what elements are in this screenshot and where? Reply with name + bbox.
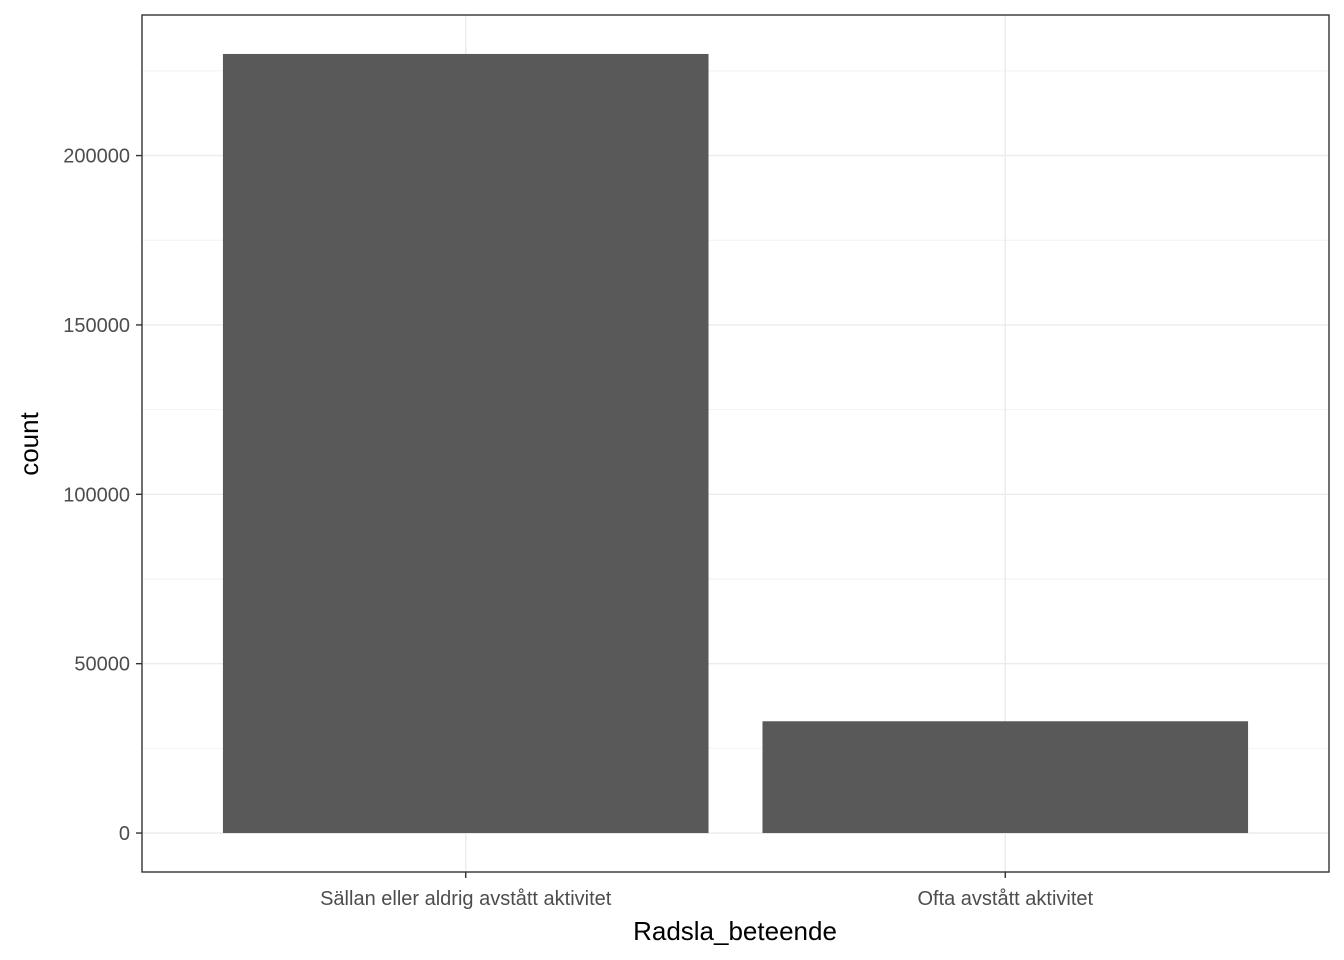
y-tick-label: 0 [119, 823, 130, 845]
x-axis-title: Radsla_beteende [633, 916, 837, 946]
y-tick-label: 50000 [74, 654, 130, 676]
y-tick-label: 150000 [63, 315, 130, 337]
y-tick-label: 100000 [63, 484, 130, 506]
bar [222, 53, 709, 834]
x-tick-label: Ofta avstått aktivitet [917, 888, 1093, 910]
x-axis: Sällan eller aldrig avstått aktivitet Oft… [320, 872, 1094, 910]
y-axis-title: count [14, 411, 44, 475]
x-tick-label: Sällan eller aldrig avstått aktivitet [320, 888, 612, 910]
y-axis: 0 50000 100000 150000 200000 [63, 146, 142, 845]
panel-border [141, 14, 1330, 873]
bar [762, 721, 1249, 834]
y-tick-label: 200000 [63, 146, 130, 168]
bars [222, 53, 1249, 834]
